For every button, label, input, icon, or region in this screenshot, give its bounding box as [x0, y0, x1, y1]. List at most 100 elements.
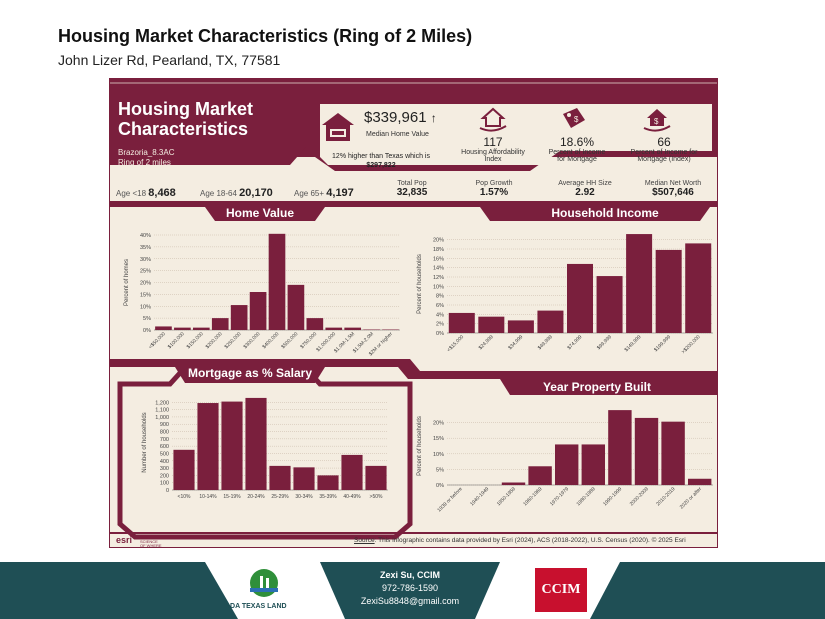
house-money-icon: [322, 113, 354, 141]
y-tick-label: 35%: [140, 245, 151, 251]
median-home-value: $339,961 ↑: [364, 109, 437, 126]
y-tick-label: 0%: [143, 328, 151, 334]
x-tick-label: $250,000: [224, 331, 243, 350]
y-tick-label: 40%: [140, 233, 151, 239]
y-tick-label: 600: [160, 444, 169, 450]
page-title: Housing Market Characteristics (Ring of …: [58, 26, 473, 46]
y-tick-label: 0%: [436, 331, 444, 337]
y-tick-label: 20%: [433, 421, 444, 427]
y-tick-label: 5%: [436, 467, 444, 473]
x-tick-label: 1960-1969: [522, 486, 543, 507]
location-name: Brazoria_8.3AC: [118, 148, 175, 157]
x-tick-label: <10%: [178, 494, 191, 500]
x-tick-label: $149,999: [624, 334, 643, 353]
ada-texas-land-logo: [250, 569, 278, 597]
y-axis-label: Percent of households: [417, 416, 423, 476]
title-panel: [110, 79, 306, 165]
x-tick-label: 30-34%: [295, 494, 313, 500]
bar: [269, 465, 291, 490]
agent-phone[interactable]: 972-786-1590: [381, 583, 439, 593]
x-tick-label: 2000-2009: [629, 486, 650, 507]
x-tick-label: >50%: [370, 494, 383, 500]
x-tick-label: 10-14%: [199, 494, 217, 500]
bar: [197, 403, 219, 490]
pop-growth-label: Pop Growth: [475, 180, 513, 187]
chart-2-group: Mortgage as % Salary Number of households…: [142, 366, 388, 500]
mortgage-tab: [175, 367, 325, 383]
y-tick-label: 0: [166, 488, 169, 494]
svg-text:$: $: [654, 117, 659, 126]
age-65-plus: Age 65+ 4,197: [294, 187, 354, 199]
ada-texas-land-text: ADA TEXAS LAND: [225, 603, 287, 610]
footer: ADA TEXAS LAND Zexi Su, CCIM 972-786-159…: [0, 562, 825, 619]
y-tick-label: 100: [160, 481, 169, 487]
chart-3-group: Year Property Built Percent of households…: [417, 380, 713, 513]
median-net-worth: Median Net Worth $507,646: [628, 180, 717, 198]
mortgage-index-label1: Percent of Income for: [630, 149, 698, 156]
y-tick-label: 400: [160, 459, 169, 465]
x-tick-label: 15-19%: [223, 494, 241, 500]
esri-logo: esri: [116, 535, 133, 545]
comparison-text: 12% higher than Texas which is $297,822: [322, 152, 440, 170]
y-tick-label: 1,100: [155, 408, 169, 414]
svg-text:$: $: [574, 115, 579, 124]
agent-contact: Zexi Su, CCIM 972-786-1590 ZexiSu8848@gm…: [345, 570, 475, 606]
y-tick-label: 18%: [433, 247, 444, 253]
pop-growth-value: 1.57%: [479, 187, 509, 198]
agent-email[interactable]: ZexiSu8848@gmail.com: [360, 596, 460, 606]
bar: [325, 327, 343, 330]
average-hh-size: Average HH Size 2.92: [540, 180, 630, 198]
income-mortgage-stat: 18.6% Percent of Income for Mortgage: [532, 135, 622, 163]
affordability-label2: Index: [484, 156, 502, 163]
bar: [608, 410, 632, 485]
y-tick-label: 300: [160, 466, 169, 472]
chart-1-group: Household Income Percent of households 0% 2…: [417, 206, 713, 355]
bar: [626, 234, 653, 333]
divider-band: [110, 201, 717, 207]
bar: [365, 465, 387, 490]
y-tick-label: 15%: [140, 292, 151, 298]
x-tick-label: $300,000: [242, 331, 261, 350]
x-tick-label: $199,999: [653, 334, 672, 353]
x-tick-label: 25-29%: [271, 494, 289, 500]
x-tick-label: $49,999: [537, 334, 554, 351]
average-hh-size-label: Average HH Size: [558, 180, 612, 187]
y-tick-label: 8%: [436, 294, 444, 300]
y-tick-label: 2%: [436, 322, 444, 328]
y-tick-label: 1,000: [155, 415, 169, 421]
y-axis-label: Number of households: [142, 412, 148, 472]
y-tick-label: 4%: [436, 312, 444, 318]
year-built-chart: Year Property Built Percent of households…: [417, 380, 713, 513]
middle-band: [110, 359, 717, 379]
chart-title: Mortgage as % Salary: [188, 366, 312, 380]
comparison-line2: $297,822: [366, 162, 396, 169]
median-net-worth-label: Median Net Worth: [644, 180, 702, 187]
home-value-tab: [205, 207, 325, 221]
x-tick-label: $500,000: [280, 331, 299, 350]
bar: [245, 397, 267, 490]
x-tick-label: 1990-1999: [602, 486, 623, 507]
affordability-label1: Housing Affordability: [461, 149, 525, 156]
mortgage-index-label2: Mortgage (Index): [637, 156, 691, 163]
y-tick-label: 0%: [436, 483, 444, 489]
source-link[interactable]: Source: [354, 537, 375, 544]
page-address: John Lizer Rd, Pearland, TX, 77581: [58, 52, 281, 68]
y-tick-label: 20%: [433, 238, 444, 244]
bar: [478, 316, 505, 333]
source-text: : This infographic contains data provide…: [374, 537, 686, 544]
header-stripe: [110, 82, 717, 84]
y-tick-label: 1,200: [155, 400, 169, 406]
x-tick-label: $34,999: [507, 334, 524, 351]
bar: [341, 454, 363, 490]
agent-name: Zexi Su, CCIM: [379, 570, 440, 580]
chart-title: Household Income: [551, 206, 659, 220]
x-tick-label: 35-39%: [319, 494, 337, 500]
location-label: Brazoria_8.3AC Ring of 2 miles: [118, 148, 174, 168]
mortgage-salary-chart: Mortgage as % Salary Number of households…: [142, 366, 388, 500]
total-pop-value: 32,835: [396, 187, 428, 198]
x-tick-label: 40-49%: [343, 494, 361, 500]
bar: [249, 292, 267, 330]
average-hh-size-value: 2.92: [575, 187, 595, 198]
house-hand-icon: [479, 107, 507, 132]
bar: [661, 421, 685, 485]
